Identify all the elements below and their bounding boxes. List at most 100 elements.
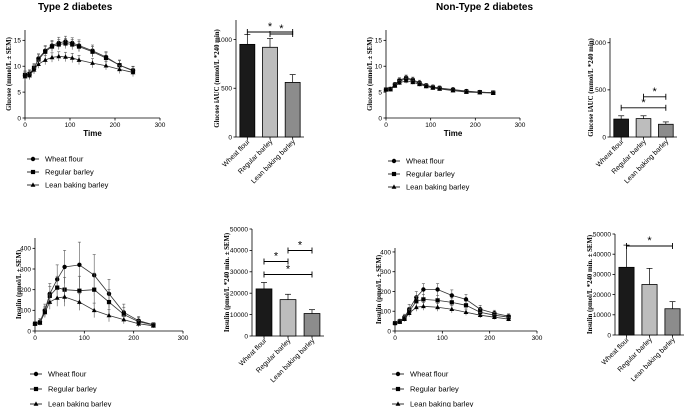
x-tick-label: 0: [23, 122, 27, 129]
y-tick-label: 100: [380, 309, 391, 316]
legend-marker: [395, 401, 401, 406]
bar: [262, 46, 278, 138]
data-point: [49, 44, 55, 49]
data-point: [77, 288, 82, 293]
bar: [613, 118, 629, 138]
y-tick-label: 0: [607, 332, 611, 339]
y-tick-label: 10: [14, 64, 22, 71]
x-tick-label: 300: [515, 122, 526, 129]
y-tick-label: 1000: [592, 40, 607, 47]
x-tick-label: 100: [437, 335, 448, 342]
data-point: [402, 316, 407, 321]
data-point: [42, 57, 48, 62]
x-tick-label: Lean baking barley: [250, 138, 297, 185]
legend-label: Wheat flour: [410, 370, 449, 379]
y-axis-title: Glucose (mmol/L ± SEM): [367, 37, 374, 111]
x-tick-label: 100: [425, 122, 436, 129]
data-point: [36, 57, 41, 62]
data-point: [31, 67, 37, 72]
y-tick-label: 10000: [593, 312, 611, 319]
significance-star: *: [274, 251, 279, 263]
x-tick-label: 300: [532, 335, 543, 342]
data-point: [76, 57, 82, 62]
y-tick-label: 5: [378, 89, 382, 96]
data-point: [106, 299, 112, 305]
y-tick-label: 400: [380, 249, 391, 256]
bar: [635, 118, 652, 138]
y-tick-label: 300: [20, 266, 31, 273]
data-point: [463, 297, 469, 302]
x-tick-label: 200: [484, 335, 495, 342]
bar: [279, 299, 297, 337]
data-point: [56, 42, 61, 47]
data-point: [477, 90, 483, 95]
section-title-non-type2: Non-Type 2 diabetes: [436, 2, 533, 13]
data-point: [27, 72, 32, 78]
y-tick-label: 300: [380, 269, 391, 276]
legend-marker: [30, 182, 36, 187]
data-point: [90, 49, 95, 54]
data-point: [463, 309, 469, 315]
data-point: [103, 63, 109, 68]
data-point: [62, 294, 67, 299]
data-point: [54, 295, 60, 300]
legend-marker: [30, 156, 36, 162]
data-point: [435, 298, 440, 303]
y-tick-label: 0: [378, 115, 382, 122]
x-tick-label: 0: [33, 335, 37, 342]
y-axis-title: Insulin (pmol/L *240 min. ± SEM): [587, 235, 594, 334]
data-point: [449, 306, 455, 312]
legend-label: Wheat flour: [45, 155, 84, 164]
bar: [255, 288, 273, 337]
y-axis-title: Insulin (pmol/L *240 min. ± SEM): [224, 233, 231, 332]
legend-label: Regular barley: [406, 170, 455, 179]
significance-star: *: [653, 86, 658, 98]
legend-marker: [30, 169, 36, 175]
data-point: [464, 89, 469, 94]
data-point: [90, 60, 95, 65]
data-point: [463, 303, 469, 308]
y-tick-label: 200: [380, 289, 391, 296]
y-axis-title: Glucose (mmol/L ± SEM): [6, 37, 13, 111]
y-tick-label: 200: [20, 287, 31, 294]
data-point: [410, 79, 416, 85]
y-tick-label: 0: [27, 328, 31, 335]
legend-label: Lean baking barley: [45, 181, 109, 190]
y-tick-label: 30000: [593, 272, 611, 279]
data-point: [92, 287, 97, 292]
data-point: [55, 285, 60, 290]
data-point: [121, 312, 126, 317]
legend-marker: [391, 158, 397, 164]
legend-label: Lean baking barley: [48, 400, 112, 407]
y-tick-label: 0: [602, 134, 606, 141]
y-tick-label: 0: [244, 333, 248, 340]
y-tick-label: 40000: [230, 248, 248, 255]
significance-star: *: [286, 264, 291, 276]
data-point: [37, 320, 43, 325]
legend-label: Wheat flour: [48, 370, 87, 379]
x-tick-label: 300: [178, 335, 189, 342]
data-point: [417, 81, 422, 87]
legend-marker: [391, 171, 397, 177]
y-tick-label: 15: [375, 38, 383, 45]
data-point: [77, 262, 82, 268]
legend-marker: [33, 386, 39, 392]
data-point: [47, 299, 53, 304]
data-point: [421, 287, 426, 292]
data-point: [63, 54, 68, 59]
y-axis-title: Insulin (pmol/L ± SEM): [376, 255, 383, 324]
bar: [618, 266, 635, 336]
data-point: [43, 49, 48, 54]
y-tick-label: 20000: [230, 291, 248, 298]
data-point: [449, 293, 454, 298]
data-point: [32, 321, 38, 326]
data-point: [421, 297, 426, 302]
data-point: [77, 299, 82, 304]
x-tick-label: 200: [128, 335, 139, 342]
data-point: [392, 83, 398, 88]
data-point: [449, 300, 454, 305]
y-tick-label: 40000: [593, 252, 611, 259]
x-tick-label: Lean baking barley: [270, 337, 317, 384]
data-point: [121, 317, 127, 322]
y-tick-label: 0: [228, 134, 232, 141]
